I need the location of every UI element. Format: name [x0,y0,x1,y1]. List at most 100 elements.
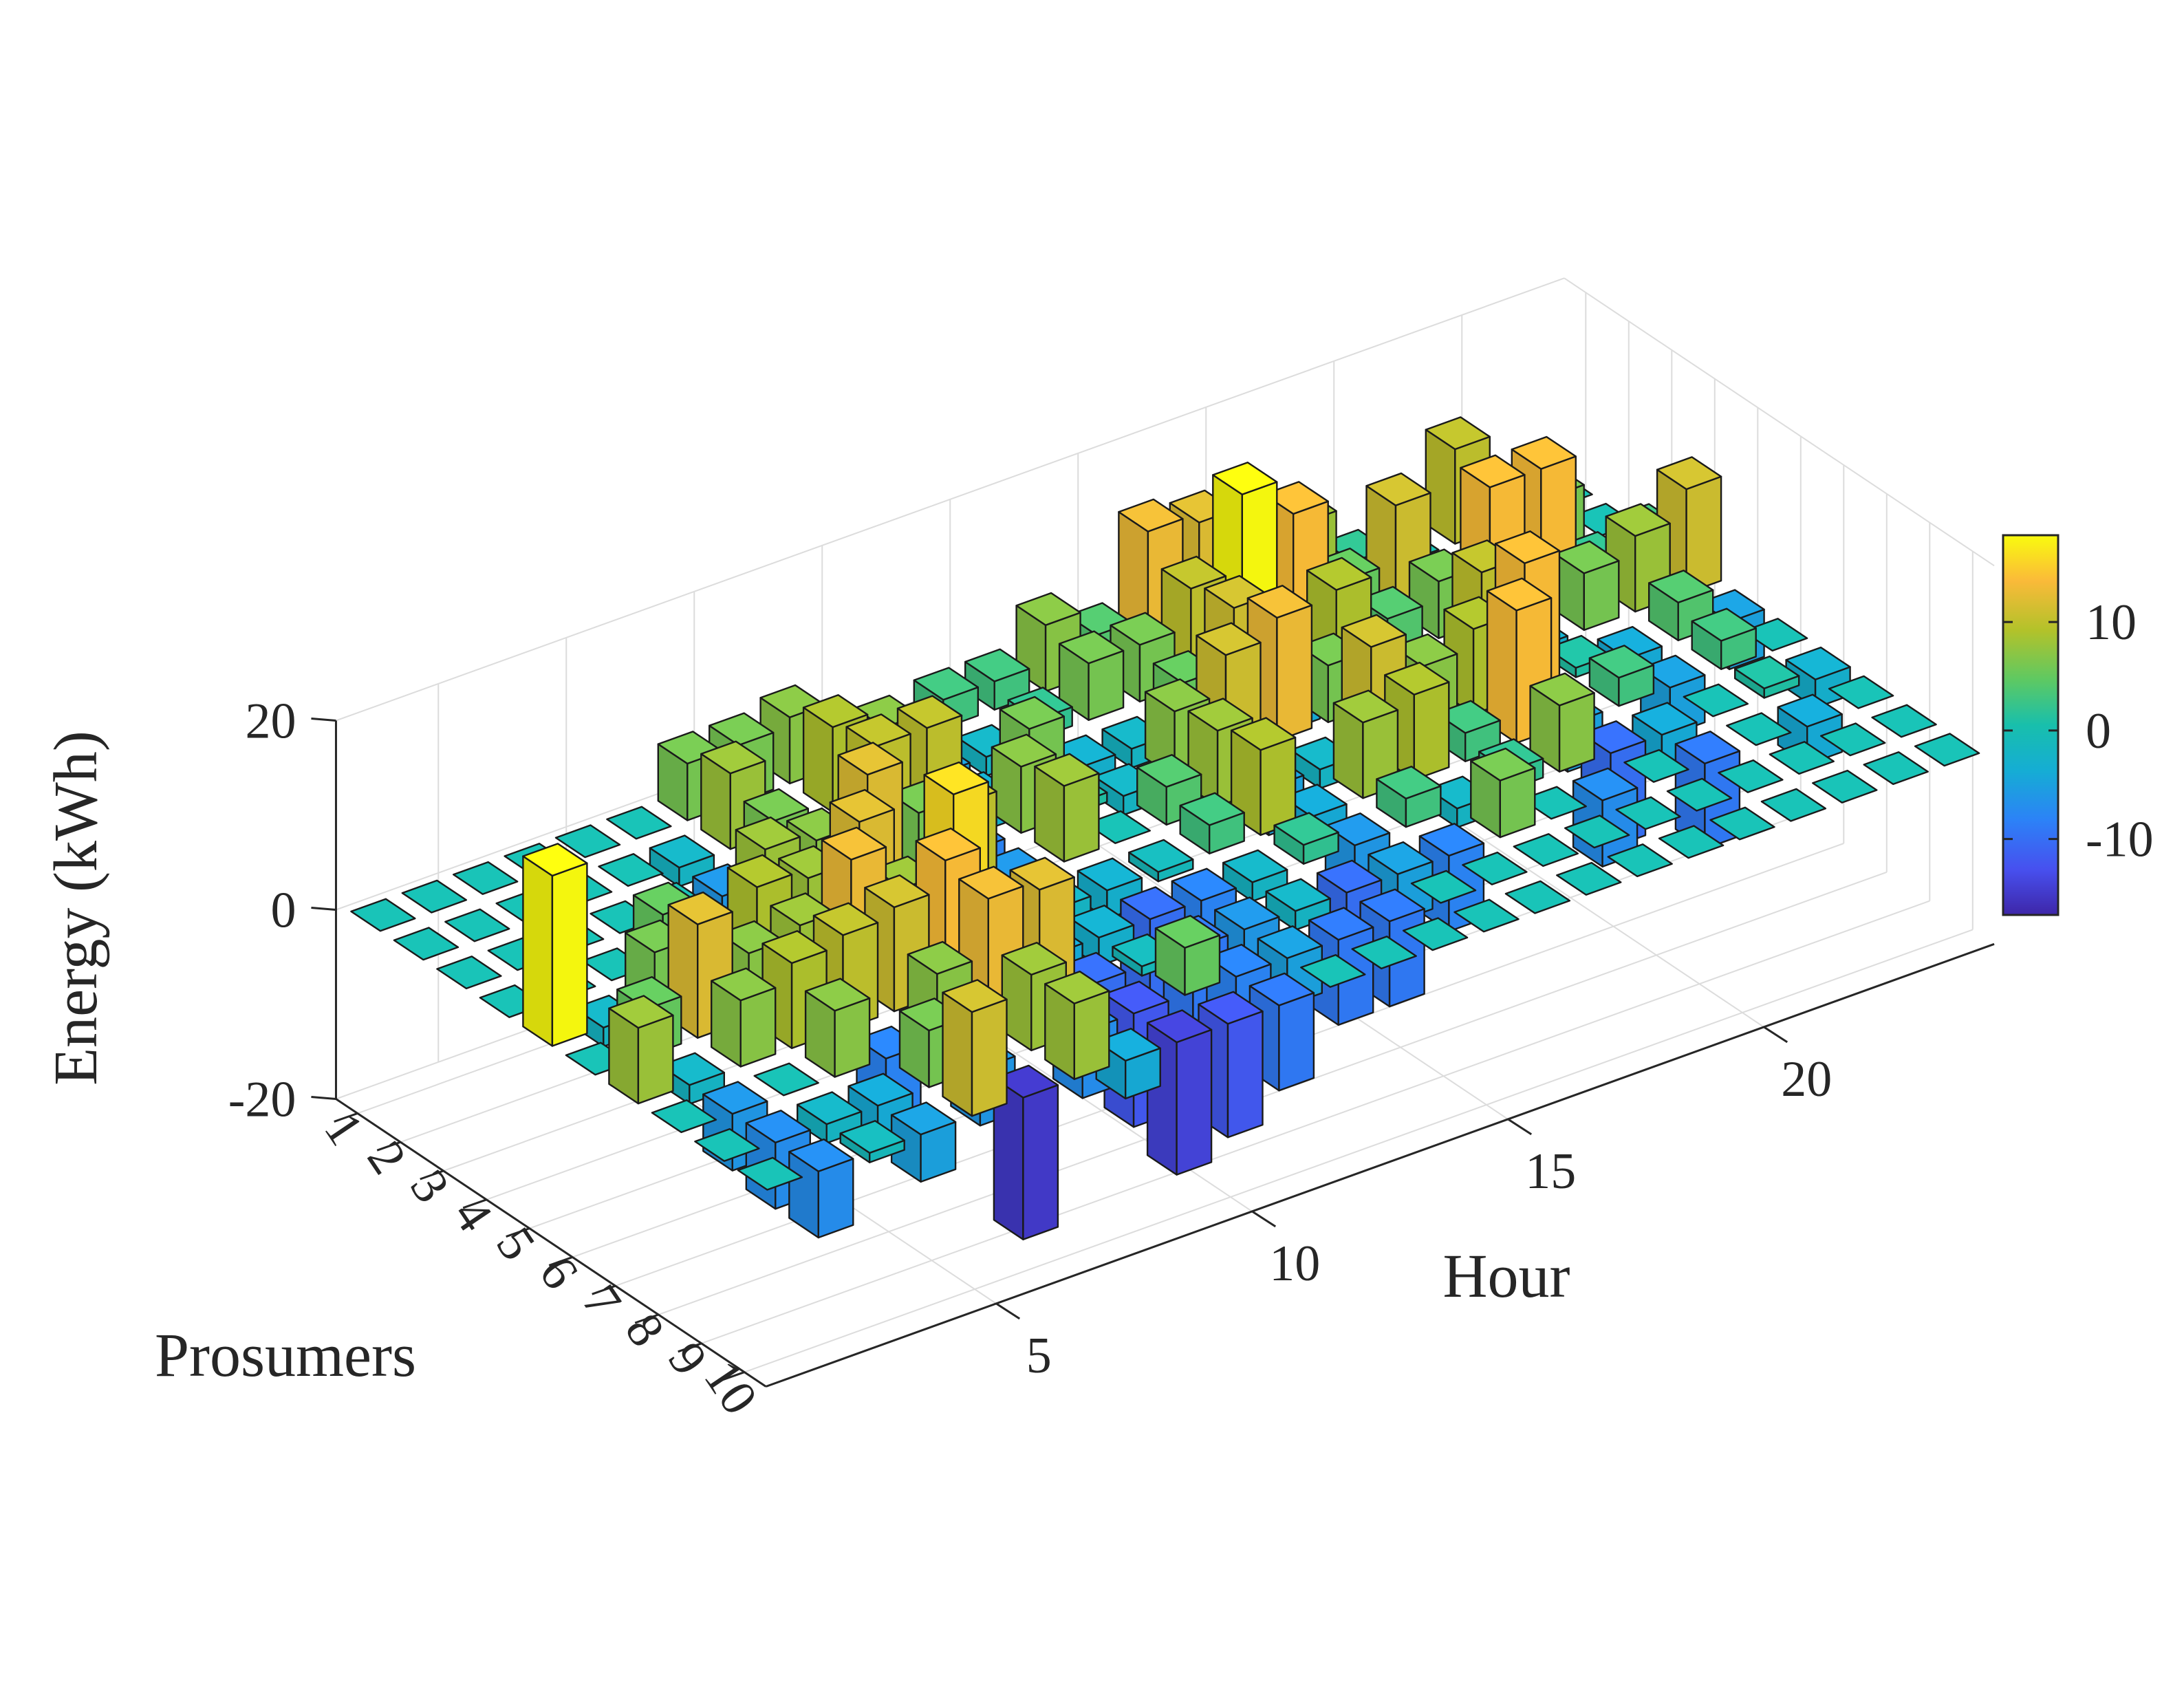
bar-top-face [812,902,879,936]
x-axis-line [765,942,1995,1388]
y-tick [592,1284,616,1295]
bar-p1-h6 [606,806,672,840]
bar-top-face [1365,472,1431,506]
bar-side-face [942,991,973,1117]
bar-top-face [1453,898,1520,933]
bar-top-face [907,940,973,975]
z-tick-label: 20 [245,693,296,750]
bar-p4-h16 [1246,585,1313,742]
bar-top-face [847,1072,913,1107]
bar-p10-h14 [1402,917,1469,951]
bar-p9-h23 [1819,722,1886,757]
bar-top-face [1819,722,1886,757]
floor-grid-line [701,900,1930,1344]
y-tick-label: 4 [442,1189,504,1242]
bar-top-face [1769,741,1835,775]
bar-top-face [1187,698,1253,732]
bar-top-face [1341,614,1407,648]
bar-top-face [1871,704,1937,738]
bar-front-face [637,1014,674,1105]
bar-top-face [1556,861,1622,896]
bar-p10-h19 [1658,825,1725,859]
x-tick [1251,1210,1277,1228]
bar-top-face [1718,759,1784,793]
bar-top-face [1128,839,1194,873]
bar-top-face [1658,825,1725,859]
bar-top-face [1486,577,1553,612]
y-tick [678,1342,702,1353]
bar-front-face [817,1158,854,1239]
bar-top-face [1214,896,1280,931]
bar-top-face [554,824,621,859]
z-tick [311,1096,336,1100]
bar-top-face [350,898,416,932]
y-tick [506,1227,530,1238]
z-tick-label: -20 [228,1072,296,1128]
bar-top-face [788,1138,854,1172]
y-tick [334,1112,358,1123]
bar-top-face [1376,765,1442,800]
bar-p8-h3 [753,1062,819,1097]
bar-top-face [958,865,1024,900]
bar-top-face [1120,886,1186,920]
bar-top-face [1674,731,1741,765]
bar-p10-h13 [1351,936,1417,970]
bar-top-face [1248,972,1315,1006]
bar-top-face [667,891,733,925]
bar-p10-h5 [942,979,1008,1117]
bar-top-face [1410,870,1477,904]
z-tick [311,907,336,911]
bar-top-face [735,816,801,850]
bar-top-face [1607,843,1673,878]
bar-p10-h3 [839,1120,905,1163]
bar-top-face [453,861,519,895]
bar-top-face [651,1099,717,1134]
bar-p2-h14 [1058,630,1125,721]
bar-top-face [1160,555,1227,590]
bar-p9-h17 [1513,833,1579,867]
bar-top-face [1418,823,1485,857]
y-tick-label: 2 [356,1132,418,1185]
z-tick-label: 0 [270,883,296,939]
bar-p10-h1 [737,1156,803,1191]
bar-front-face [1063,773,1100,863]
bar-p7-h14 [1273,812,1339,865]
bar-top-face [1009,856,1075,891]
bar-p9-h22 [1769,741,1835,775]
bar-p10-h18 [1607,843,1673,878]
bar-top-face [821,826,887,861]
floor-grid-line [658,871,1888,1315]
bar-top-face [1136,754,1202,788]
bar-top-face [659,1052,726,1086]
bar-p8-h4 [804,978,871,1078]
bar-top-face [839,1120,905,1154]
bar-front-face [1558,692,1595,773]
bar-top-face [436,956,502,990]
bar-top-face [761,930,828,964]
bar-p10-h20 [1709,806,1775,841]
bar-p10-h6 [993,1064,1059,1241]
bar-top-face [1068,905,1135,939]
bar-p7-h1 [608,995,674,1105]
bar-p9-h18 [1564,815,1630,849]
bar-top-face [1282,784,1348,818]
bar-p10-h9 [1146,1009,1213,1176]
bar-p10-h12 [1300,953,1366,988]
bar-p9-h19 [1615,796,1681,830]
z-axis-title: Energy (kWh) [42,731,110,1086]
bar-top-face [993,1064,1059,1099]
bar-top-face [694,1128,760,1162]
axis-labels: Energy (kWh) Prosumers Hour [42,731,1570,1390]
bar-p9-h21 [1718,759,1784,793]
bar-p4-h22 [1554,540,1620,632]
bar-top-face [915,827,982,862]
bar-top-face [1777,693,1843,728]
bar-top-face [1733,655,1800,689]
bar-top-face [743,788,810,822]
bar-p6-h12 [1128,839,1194,883]
bar-top-face [444,908,510,942]
bar-top-face [1077,857,1143,892]
bar-top-face [522,843,588,877]
bar-top-face [1263,481,1329,515]
bar-top-face [964,648,1030,682]
